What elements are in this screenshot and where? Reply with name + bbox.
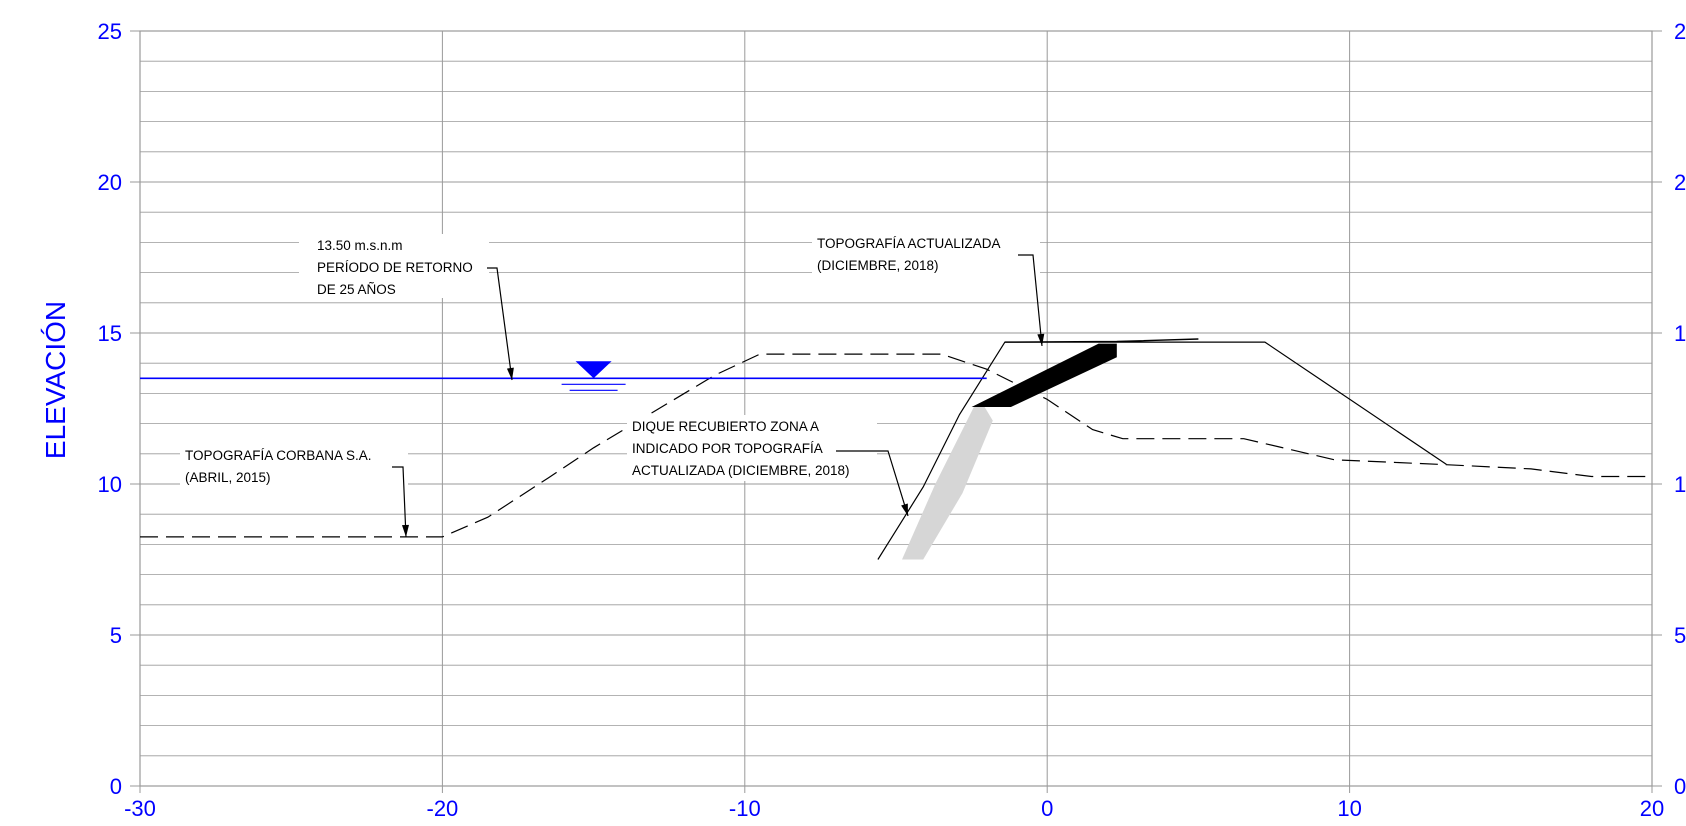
callout-label-line: ACTUALIZADA (DICIEMBRE, 2018) [632,463,850,478]
y-tick-label: 0 [110,774,122,799]
callout-label-line: DE 25 AÑOS [317,282,396,297]
dike-armour-layer [971,343,1117,407]
callout-arrowhead-icon [506,367,514,380]
y-tick-label-right: 2 [1674,170,1686,195]
y-tick-label: 10 [98,472,122,497]
x-tick-label: 10 [1337,796,1361,821]
callout-leader-line [1018,254,1043,347]
series-line-0 [140,353,1652,538]
callout-label-line: DIQUE RECUBIERTO ZONA A [632,419,819,434]
callout-background [180,444,408,490]
x-tick-label: 0 [1041,796,1053,821]
callout-label-line: (ABRIL, 2015) [185,470,271,485]
callout-label-line: (DICIEMBRE, 2018) [817,258,939,273]
plot-frame [139,30,1653,787]
callout-label-line: TOPOGRAFÍA CORBANA S.A. [185,448,372,463]
chart-ticks: -30 -20 -10 0 10 20 0 0 5 5 10 1 15 1 20 2 25 2 [98,19,1686,821]
callout-background [627,415,877,481]
y-tick-label-right: 1 [1674,321,1686,346]
callout-label-line: TOPOGRAFÍA ACTUALIZADA [817,236,1001,251]
chart-grid [139,30,1653,787]
y-tick-label-right: 2 [1674,19,1686,44]
callout-arrowhead-icon [1037,333,1045,346]
chart-layers [140,338,1652,560]
callout-label-line: PERÍODO DE RETORNO [317,260,473,275]
y-tick-label-right: 1 [1674,472,1686,497]
callout-leader-line [836,450,909,517]
dike-protection-zone [902,405,993,560]
water-level-marker-icon [575,361,612,379]
y-tick-label: 20 [98,170,122,195]
callout-background [812,232,1040,278]
callout-leader-line [392,466,407,538]
y-tick-label-right: 0 [1674,774,1686,799]
x-tick-label: -10 [729,796,761,821]
y-tick-label: 15 [98,321,122,346]
x-tick-label: -30 [124,796,156,821]
callout-label-line: 13.50 m.s.n.m [317,238,403,253]
y-axis-label: ELEVACIÓN [40,301,71,459]
x-tick-label: -20 [427,796,459,821]
y-tick-label: 5 [110,623,122,648]
y-tick-label: 25 [98,19,122,44]
x-tick-label: 20 [1640,796,1664,821]
callout-arrowhead-icon [401,524,409,537]
callout-leader-line [487,267,513,381]
callout-label-line: INDICADO POR TOPOGRAFÍA [632,441,823,456]
chart-annotations: 13.50 m.s.n.m PERÍODO DE RETORNO DE 25 AÑO… [180,232,1045,538]
callout-background [299,234,489,298]
callout-arrowhead-icon [901,503,908,516]
y-tick-label-right: 5 [1674,623,1686,648]
